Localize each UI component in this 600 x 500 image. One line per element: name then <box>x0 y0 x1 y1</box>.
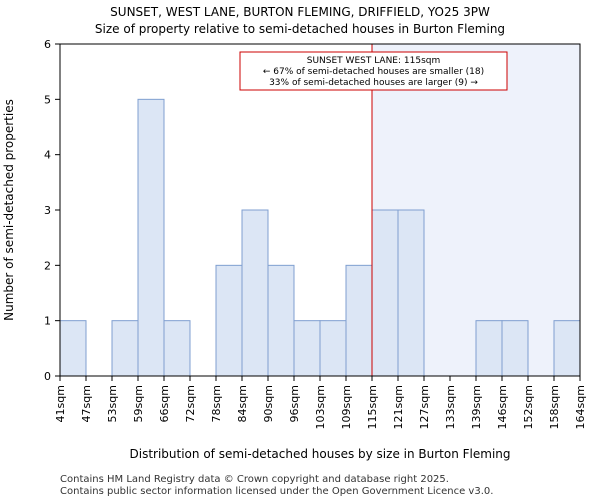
y-ticks: 0 1 2 3 4 5 6 <box>44 38 60 383</box>
bar-66sqm <box>163 320 191 377</box>
bar-84sqm <box>241 209 269 377</box>
bar-139sqm <box>475 320 503 377</box>
bar-146sqm <box>501 320 529 377</box>
annotation-line-3: 33% of semi-detached houses are larger (… <box>269 78 478 88</box>
annotation-line-2: ← 67% of semi-detached houses are smalle… <box>263 67 484 77</box>
chart-title: SUNSET, WEST LANE, BURTON FLEMING, DRIFF… <box>110 5 490 19</box>
x-tick-label: 78sqm <box>210 385 223 422</box>
bar-78sqm <box>215 264 243 377</box>
y-tick-label: 3 <box>44 204 51 217</box>
y-tick-label: 1 <box>44 315 51 328</box>
footer-line-2: Contains public sector information licen… <box>60 486 493 497</box>
x-tick-label: 66sqm <box>158 385 171 422</box>
bar-115sqm <box>371 209 399 377</box>
x-tick-label: 164sqm <box>574 385 587 429</box>
y-tick-label: 6 <box>44 38 51 51</box>
bar-121sqm <box>397 209 425 377</box>
x-tick-label: 146sqm <box>496 385 509 429</box>
x-tick-label: 84sqm <box>236 385 249 422</box>
annotation-line-1: SUNSET WEST LANE: 115sqm <box>307 56 440 66</box>
bar-53sqm <box>111 320 139 377</box>
x-tick-label: 47sqm <box>80 385 93 422</box>
bar-158sqm <box>553 320 581 377</box>
annotation-box: SUNSET WEST LANE: 115sqm ← 67% of semi-d… <box>239 51 508 91</box>
bar-41sqm <box>59 320 87 377</box>
y-tick-label: 0 <box>44 370 51 383</box>
x-axis-label: Distribution of semi-detached houses by … <box>130 447 511 461</box>
x-tick-label: 96sqm <box>288 385 301 422</box>
footer-line-1: Contains HM Land Registry data © Crown c… <box>60 474 449 485</box>
y-tick-label: 4 <box>44 149 51 162</box>
x-tick-label: 103sqm <box>314 385 327 429</box>
x-tick-label: 152sqm <box>522 385 535 429</box>
x-tick-label: 59sqm <box>132 385 145 422</box>
x-tick-label: 109sqm <box>340 385 353 429</box>
y-axis-label: Number of semi-detached properties <box>2 99 16 321</box>
x-tick-label: 127sqm <box>418 385 431 429</box>
y-tick-label: 5 <box>44 93 51 106</box>
bar-59sqm <box>137 98 165 377</box>
bars-layer <box>59 98 581 377</box>
y-tick-label: 2 <box>44 259 51 272</box>
x-tick-label: 53sqm <box>106 385 119 422</box>
x-tick-label: 121sqm <box>392 385 405 429</box>
x-tick-label: 90sqm <box>262 385 275 422</box>
bar-109sqm <box>345 264 373 377</box>
bar-96sqm <box>293 320 321 377</box>
bar-90sqm <box>267 264 295 377</box>
x-ticks: 41sqm 47sqm 53sqm 59sqm 66sqm 72sqm 78sqm 84sqm… <box>54 376 587 429</box>
x-tick-label: 115sqm <box>366 385 379 429</box>
x-tick-label: 72sqm <box>184 385 197 422</box>
x-tick-label: 133sqm <box>444 385 457 429</box>
bar-103sqm <box>319 320 347 377</box>
chart-subtitle: Size of property relative to semi-detach… <box>95 22 505 36</box>
x-tick-label: 158sqm <box>548 385 561 429</box>
x-tick-label: 139sqm <box>470 385 483 429</box>
x-tick-label: 41sqm <box>54 385 67 422</box>
